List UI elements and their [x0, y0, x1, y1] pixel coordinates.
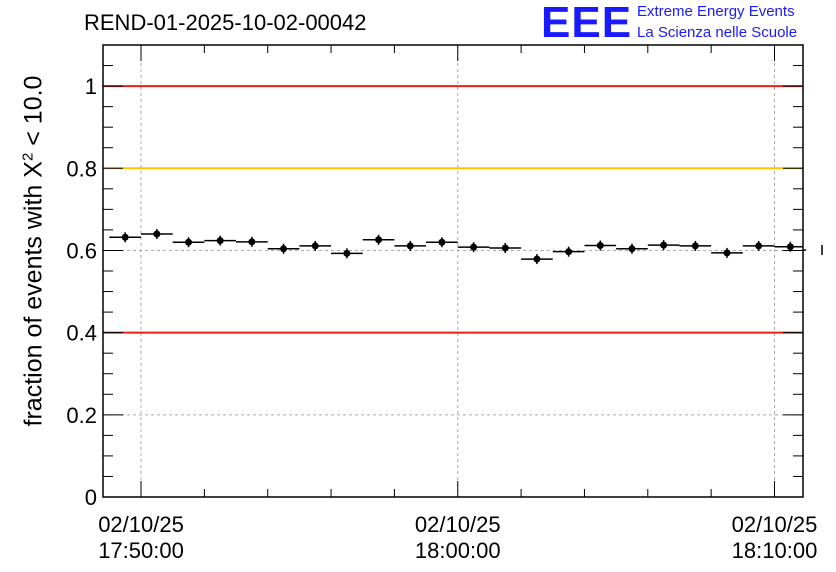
data-point: [660, 241, 668, 249]
chart-title: REND-01-2025-10-02-00042: [84, 10, 367, 35]
data-point: [248, 238, 256, 246]
y-tick-label: 0: [85, 485, 97, 510]
data-point: [153, 230, 161, 238]
data-point: [723, 249, 731, 257]
plot-frame: [102, 44, 804, 498]
data-point: [216, 237, 224, 245]
y-tick-label: 0.6: [66, 238, 97, 263]
data-point: [185, 238, 193, 246]
data-point: [406, 242, 414, 250]
data-point: [375, 236, 383, 244]
logo-line-2: La Scienza nelle Scuole: [637, 24, 798, 41]
data-point: [533, 255, 541, 263]
logo-line-1: Extreme Energy Events: [637, 3, 795, 20]
x-tick-date-label: 02/10/25: [732, 512, 818, 537]
y-tick-label: 0.4: [66, 321, 97, 346]
x-tick-time-label: 17:50:00: [98, 538, 184, 563]
eee-logo-icon: EEE: [541, 0, 633, 47]
x-tick-time-label: 18:00:00: [415, 538, 501, 563]
data-point: [311, 242, 319, 250]
data-point: [628, 245, 636, 253]
data-point: [755, 242, 763, 250]
y-tick-label: 1: [85, 74, 97, 99]
y-tick-label: 0.8: [66, 156, 97, 181]
data-point: [596, 242, 604, 250]
data-point: [786, 243, 794, 251]
x-tick-date-label: 02/10/25: [98, 512, 184, 537]
data-point: [470, 243, 478, 251]
data-point: [121, 233, 129, 241]
data-point: [565, 248, 573, 256]
data-point: [280, 245, 288, 253]
data-point: [691, 242, 699, 250]
x-tick-time-label: 18:10:00: [732, 538, 818, 563]
data-point: [501, 244, 509, 252]
data-point: [343, 249, 351, 257]
x-tick-date-label: 02/10/25: [415, 512, 501, 537]
y-tick-label: 0.2: [66, 403, 97, 428]
data-point: [438, 238, 446, 246]
